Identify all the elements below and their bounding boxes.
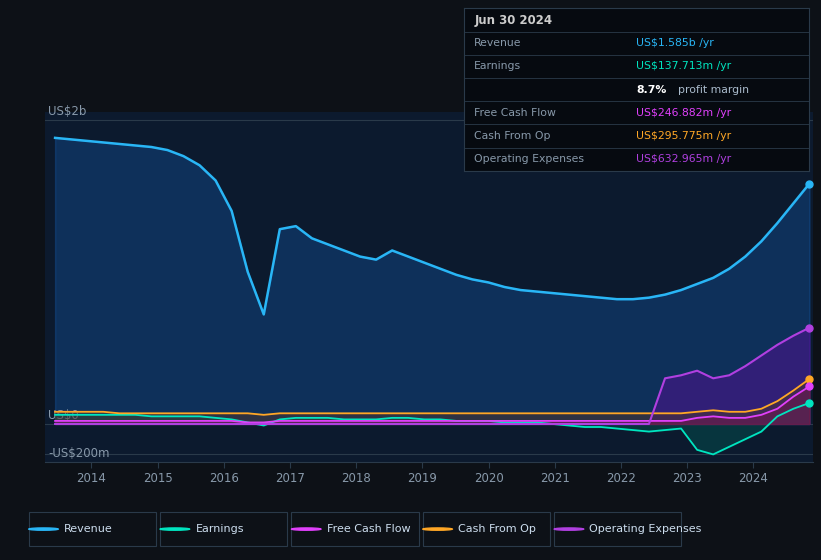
- Circle shape: [423, 528, 452, 530]
- Text: Free Cash Flow: Free Cash Flow: [475, 108, 556, 118]
- Text: -US$200m: -US$200m: [48, 447, 110, 460]
- Text: Jun 30 2024: Jun 30 2024: [475, 13, 553, 26]
- Text: US$246.882m /yr: US$246.882m /yr: [636, 108, 732, 118]
- Circle shape: [291, 528, 321, 530]
- Text: US$2b: US$2b: [48, 105, 87, 118]
- Text: Operating Expenses: Operating Expenses: [475, 154, 585, 164]
- Text: Free Cash Flow: Free Cash Flow: [327, 524, 410, 534]
- Text: US$1.585b /yr: US$1.585b /yr: [636, 38, 714, 48]
- Text: 8.7%: 8.7%: [636, 85, 667, 95]
- Circle shape: [554, 528, 584, 530]
- Text: US$295.775m /yr: US$295.775m /yr: [636, 131, 732, 141]
- Text: Revenue: Revenue: [475, 38, 521, 48]
- Text: Earnings: Earnings: [195, 524, 244, 534]
- Text: Cash From Op: Cash From Op: [458, 524, 536, 534]
- Text: US$0: US$0: [48, 409, 79, 422]
- Text: Operating Expenses: Operating Expenses: [589, 524, 702, 534]
- Text: US$632.965m /yr: US$632.965m /yr: [636, 154, 732, 164]
- Text: profit margin: profit margin: [677, 85, 749, 95]
- Text: Revenue: Revenue: [64, 524, 112, 534]
- Circle shape: [160, 528, 190, 530]
- Circle shape: [29, 528, 58, 530]
- Text: US$137.713m /yr: US$137.713m /yr: [636, 62, 732, 72]
- Text: Earnings: Earnings: [475, 62, 521, 72]
- Text: Cash From Op: Cash From Op: [475, 131, 551, 141]
